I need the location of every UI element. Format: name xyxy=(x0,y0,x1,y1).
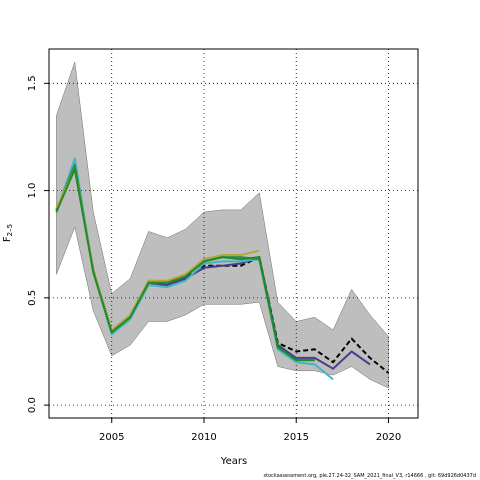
series-layer xyxy=(55,157,390,381)
y-axis-ticks: 0.0 0.5 1.0 1.5 xyxy=(27,75,49,413)
x-tick-label: 2010 xyxy=(191,432,216,443)
y-axis-label: F2–5 xyxy=(2,224,14,242)
plot-frame xyxy=(48,48,419,419)
x-axis-ticks: 2005 2010 2015 2020 xyxy=(99,418,401,443)
x-axis-label: Years xyxy=(220,456,247,467)
y-tick-label: 1.5 xyxy=(27,75,38,91)
y-tick-label: 1.0 xyxy=(27,183,38,199)
y-axis-label-subscript: 2–5 xyxy=(6,224,14,236)
confidence-band-layer xyxy=(56,61,389,389)
x-tick-label: 2015 xyxy=(284,432,309,443)
confidence-band xyxy=(56,61,389,389)
x-tick-label: 2020 xyxy=(376,432,401,443)
x-tick-label: 2005 xyxy=(99,432,124,443)
y-tick-label: 0.5 xyxy=(27,290,38,306)
grid-layer xyxy=(49,49,418,418)
series-line-6 xyxy=(55,168,315,362)
y-axis-label-main: F xyxy=(2,236,13,242)
footer-credit: stockassessment.org, ple.27.24-32_SAM_20… xyxy=(263,473,476,479)
y-tick-label: 0.0 xyxy=(27,397,38,413)
